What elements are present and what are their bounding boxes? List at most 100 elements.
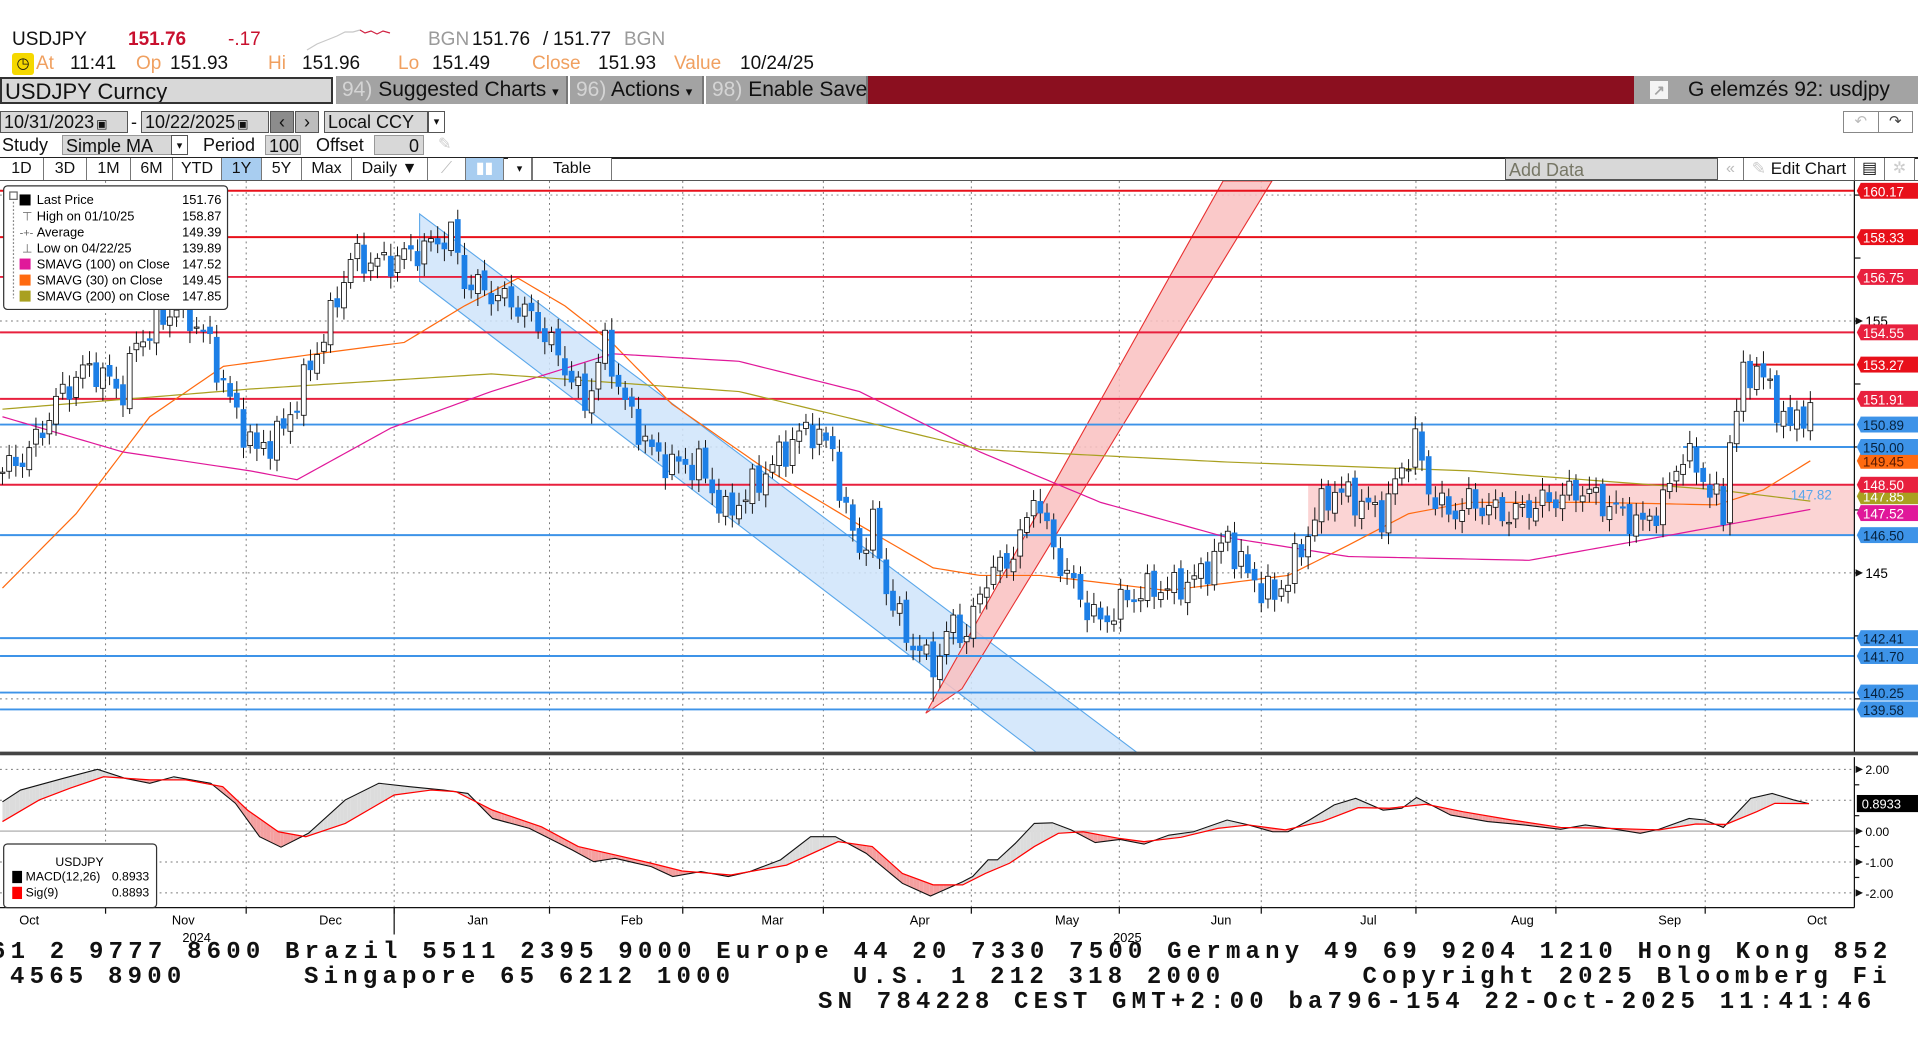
macd-histogram-fill <box>1006 848 1011 865</box>
legend-value: 151.76 <box>182 192 221 207</box>
line-chart-icon[interactable]: ⟋ <box>428 158 466 180</box>
tab-max[interactable]: Max <box>302 158 352 180</box>
candle-down <box>1204 561 1211 585</box>
start-date-field[interactable]: 10/31/2023 ▣ <box>0 111 128 133</box>
enable-save-button[interactable]: 98) Enable Save <box>706 76 868 104</box>
candle-down <box>120 384 126 406</box>
currency-dropdown-arrow[interactable]: ▾ <box>428 111 445 133</box>
candle-up <box>749 468 756 505</box>
end-date-field[interactable]: 10/22/2025 ▣ <box>141 111 269 133</box>
macd-histogram-fill <box>903 873 907 886</box>
axis-pointer-icon <box>1855 317 1863 325</box>
macd-tick-label: 2.00 <box>1865 763 1889 777</box>
macd-histogram-fill <box>990 859 994 872</box>
candle-up <box>394 255 401 273</box>
collapse-button[interactable]: « <box>1718 158 1744 180</box>
macd-histogram-fill <box>32 785 36 804</box>
gear-icon[interactable]: ✲ <box>1885 158 1915 180</box>
price-tag-label: 160.17 <box>1863 184 1904 199</box>
security-input[interactable]: USDJPY Curncy <box>0 77 333 104</box>
price-tag-pointer <box>1856 453 1861 469</box>
macd-histogram-fill <box>1338 802 1342 816</box>
macd-histogram-fill <box>507 815 512 824</box>
macd-histogram-fill <box>89 770 93 782</box>
edit-chart-button[interactable]: ✎ Edit Chart <box>1744 158 1855 180</box>
tab-1d[interactable]: 1D <box>0 158 44 180</box>
tab-3d[interactable]: 3D <box>44 158 87 180</box>
candle-down <box>883 559 890 595</box>
tab-5y[interactable]: 5Y <box>262 158 302 180</box>
candle-down <box>1479 507 1486 517</box>
candle-up <box>354 242 361 260</box>
legend-label: High on 01/10/25 <box>37 208 135 223</box>
undo-icon[interactable]: ↶ <box>1844 112 1879 132</box>
macd-histogram-fill <box>1458 810 1463 818</box>
title-bar-fill <box>868 76 1634 104</box>
pencil-icon[interactable]: ✎ <box>438 136 452 153</box>
macd-histogram-fill <box>832 836 837 845</box>
macd-histogram-fill <box>869 846 873 859</box>
candle-up <box>374 257 381 267</box>
macd-histogram-fill <box>946 884 950 889</box>
candle-up <box>923 644 930 655</box>
add-data-input[interactable]: Add Data <box>1505 158 1718 180</box>
table-button[interactable]: Table <box>532 158 612 180</box>
actions-button[interactable]: 96) Actions ▾ <box>570 76 704 104</box>
candle-down <box>1720 486 1727 526</box>
candle-up <box>1753 365 1760 390</box>
macd-histogram-fill <box>1227 820 1232 828</box>
macd-histogram-fill <box>1010 845 1014 863</box>
candle-down <box>1553 499 1559 509</box>
study-select[interactable]: Simple MA <box>62 135 172 155</box>
candle-up <box>1224 530 1231 543</box>
candle-down <box>1526 500 1532 518</box>
candle-down <box>1365 497 1372 503</box>
currency-select[interactable]: Local CCY <box>324 111 428 133</box>
offset-input[interactable]: 0 <box>374 135 424 155</box>
candle-down <box>1151 570 1158 597</box>
price-tag-pointer <box>1856 357 1861 372</box>
price-change: -.17 <box>228 29 261 50</box>
calendar-icon[interactable]: ▣ <box>96 117 108 131</box>
macd-histogram-fill <box>384 783 388 801</box>
candle-up <box>1345 481 1352 497</box>
price-tag-pointer <box>1856 229 1861 245</box>
tab-6m[interactable]: 6M <box>131 158 173 180</box>
calendar-icon[interactable]: ▣ <box>237 117 249 131</box>
period-input[interactable]: 100 <box>265 135 301 155</box>
price-tag <box>1860 324 1918 341</box>
candle-up <box>1593 487 1599 493</box>
macd-histogram-fill <box>1361 800 1366 808</box>
pop-out-icon[interactable]: ↗ <box>1650 81 1668 99</box>
close-value: 151.93 <box>598 53 657 74</box>
month-label: Mar <box>761 913 784 928</box>
macd-histogram-fill <box>1080 831 1084 837</box>
candle-up <box>1713 483 1720 495</box>
macd-histogram-fill <box>605 852 609 860</box>
suggested-charts-button[interactable]: 94) Suggested Charts ▾ <box>336 76 568 104</box>
candle-down <box>1613 502 1620 505</box>
tab-ytd[interactable]: YTD <box>173 158 222 180</box>
tab-1y[interactable]: 1Y <box>222 158 262 180</box>
macd-histogram-fill <box>578 846 582 856</box>
macd-histogram-fill <box>1639 829 1643 834</box>
macd-histogram-fill <box>1013 841 1017 861</box>
macd-histogram-fill <box>1465 812 1469 819</box>
previous-period-button[interactable]: ‹ <box>270 111 294 133</box>
study-dropdown-arrow[interactable]: ▾ <box>171 135 188 155</box>
macd-histogram-fill <box>1485 815 1489 822</box>
candle-up <box>381 252 387 256</box>
candle-chart-icon[interactable]: ▮▮ <box>466 158 504 180</box>
next-period-button[interactable]: › <box>295 111 319 133</box>
tab-1m[interactable]: 1M <box>87 158 131 180</box>
redo-icon[interactable]: ↷ <box>1888 113 1902 130</box>
price-chart[interactable]: 147.82 155145149.45147.85147.52160.17158… <box>0 181 1918 946</box>
alert-clock-icon[interactable]: ◷ <box>12 53 34 75</box>
chart-type-dropdown[interactable]: ▾ <box>508 158 532 180</box>
candle-down <box>1378 500 1385 533</box>
chart-settings-icon[interactable]: ▤ <box>1855 158 1885 180</box>
range-box-label: 147.82 <box>1791 487 1832 502</box>
macd-histogram-fill <box>862 845 867 854</box>
price-tag-label: 139.58 <box>1863 703 1904 718</box>
tab-daily[interactable]: Daily ▼ <box>352 158 428 180</box>
